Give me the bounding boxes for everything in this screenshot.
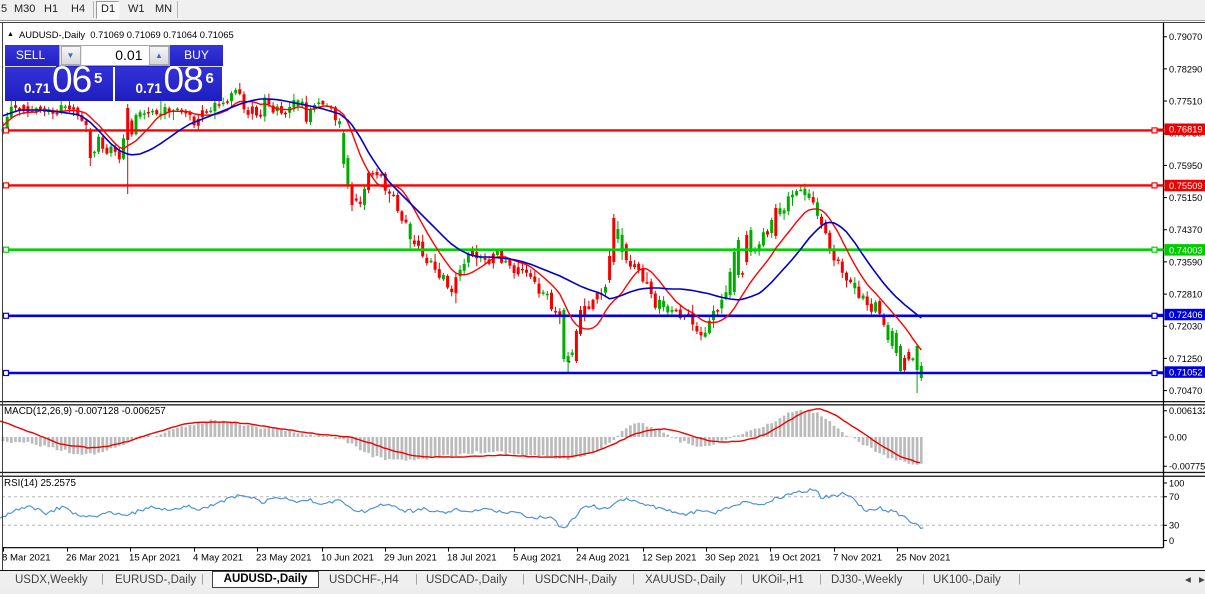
svg-text:0.73590: 0.73590 <box>1169 257 1202 267</box>
svg-text:0.006132: 0.006132 <box>1169 406 1205 416</box>
svg-text:0.77510: 0.77510 <box>1169 96 1202 106</box>
svg-text:15 Apr 2021: 15 Apr 2021 <box>129 553 181 564</box>
svg-text:0.74003: 0.74003 <box>1169 245 1203 255</box>
svg-text:0.72406: 0.72406 <box>1169 310 1203 320</box>
svg-text:4 May 2021: 4 May 2021 <box>193 553 243 564</box>
svg-text:0.70470: 0.70470 <box>1169 386 1202 396</box>
svg-text:-0.00775: -0.00775 <box>1169 462 1205 472</box>
svg-text:0.72030: 0.72030 <box>1169 322 1202 332</box>
svg-text:0.00: 0.00 <box>1169 432 1187 442</box>
svg-text:12 Sep 2021: 12 Sep 2021 <box>642 553 696 564</box>
svg-text:19 Oct 2021: 19 Oct 2021 <box>769 553 821 564</box>
svg-text:0.71052: 0.71052 <box>1169 368 1203 378</box>
svg-text:0.75950: 0.75950 <box>1169 161 1202 171</box>
svg-text:0: 0 <box>1169 536 1174 546</box>
svg-text:8 Mar 2021: 8 Mar 2021 <box>2 553 51 564</box>
svg-text:18 Jul 2021: 18 Jul 2021 <box>447 553 497 564</box>
svg-text:0.72810: 0.72810 <box>1169 290 1202 300</box>
svg-text:0.75150: 0.75150 <box>1169 193 1202 203</box>
svg-text:7 Nov 2021: 7 Nov 2021 <box>833 553 882 564</box>
svg-text:0.71250: 0.71250 <box>1169 354 1202 364</box>
svg-text:25 Nov 2021: 25 Nov 2021 <box>896 553 950 564</box>
svg-text:29 Jun 2021: 29 Jun 2021 <box>384 553 437 564</box>
svg-text:0.76819: 0.76819 <box>1169 125 1203 135</box>
svg-text:0.75509: 0.75509 <box>1169 181 1203 191</box>
svg-text:5 Aug 2021: 5 Aug 2021 <box>513 553 562 564</box>
svg-text:23 May 2021: 23 May 2021 <box>256 553 311 564</box>
svg-text:70: 70 <box>1169 492 1179 502</box>
svg-text:100: 100 <box>1169 478 1184 488</box>
svg-text:0.78290: 0.78290 <box>1169 64 1202 74</box>
svg-text:26 Mar 2021: 26 Mar 2021 <box>66 553 120 564</box>
svg-text:0.74370: 0.74370 <box>1169 225 1202 235</box>
svg-text:30: 30 <box>1169 521 1179 531</box>
svg-text:0.79070: 0.79070 <box>1169 32 1202 42</box>
svg-text:30 Sep 2021: 30 Sep 2021 <box>705 553 759 564</box>
svg-text:10 Jun 2021: 10 Jun 2021 <box>321 553 374 564</box>
svg-text:24 Aug 2021: 24 Aug 2021 <box>576 553 630 564</box>
